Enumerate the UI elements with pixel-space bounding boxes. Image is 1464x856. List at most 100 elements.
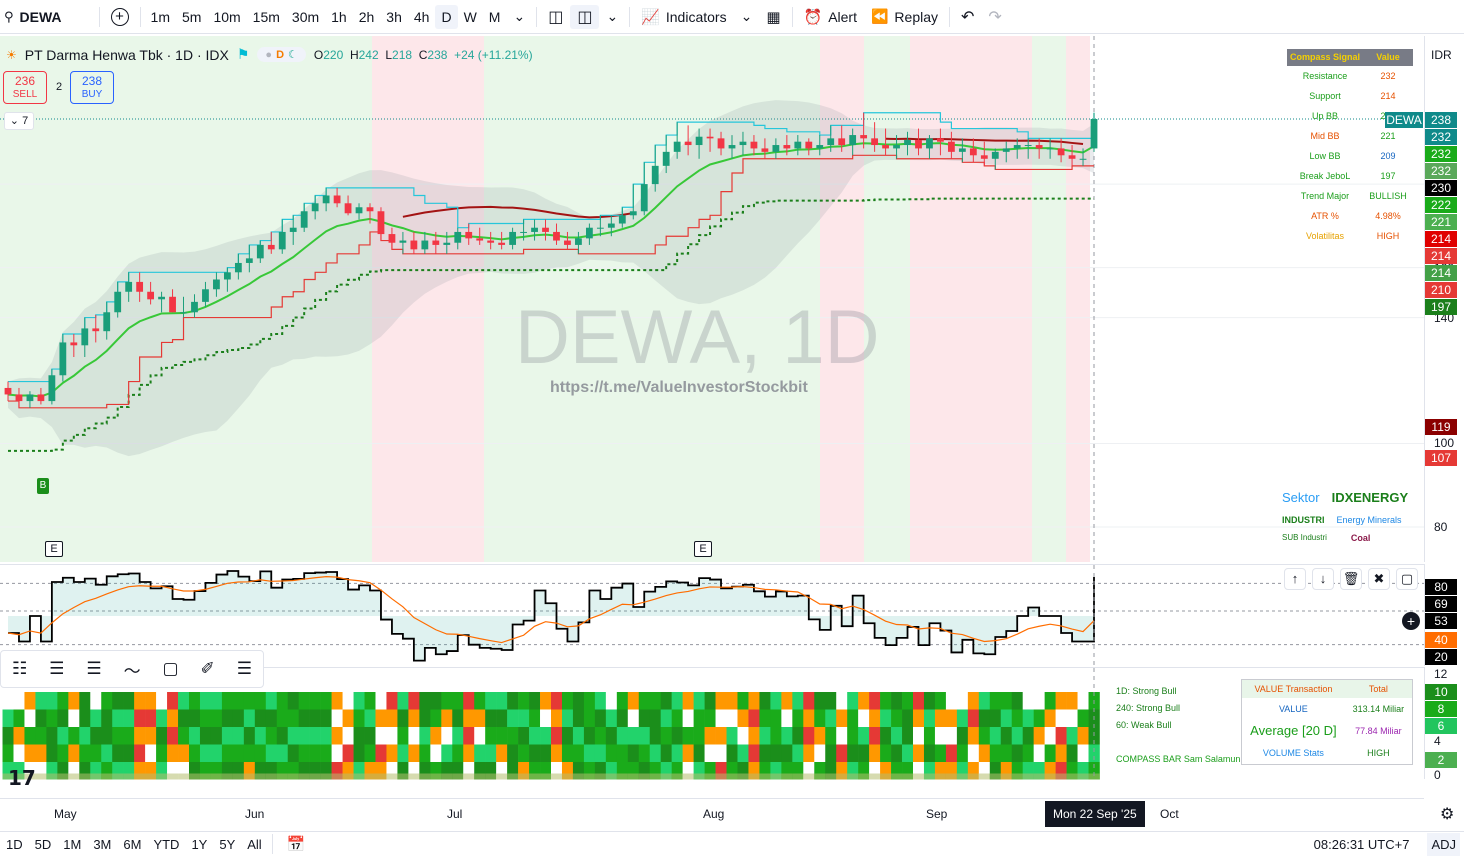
compass-cell (430, 744, 442, 762)
trend-lines-icon[interactable]: ☰ (49, 659, 65, 678)
month-label: Oct (1160, 807, 1179, 821)
delete-pane-button[interactable]: 🗑 (1340, 568, 1362, 590)
compass-cell (189, 727, 201, 745)
compass-volume-cell (649, 773, 661, 780)
interval-30m[interactable]: 30m (291, 8, 320, 25)
interval-2h[interactable]: 2h (358, 8, 375, 25)
compass-cell (902, 692, 914, 710)
price-tag: 214 (1425, 265, 1457, 281)
main-chart-pane[interactable]: DEWA, 1D https://t.me/ValueInvestorStock… (0, 36, 1424, 562)
range-3m[interactable]: 3M (93, 836, 112, 852)
candle-style-button[interactable]: ◫ (570, 4, 600, 29)
range-all[interactable]: All (247, 836, 262, 852)
calendar-icon[interactable]: 📅 (286, 836, 306, 853)
interval-1m[interactable]: 1m (150, 8, 170, 25)
compass-volume-cell (167, 773, 179, 780)
compass-cell (792, 709, 804, 727)
oscillator-axis[interactable]: 80 69 53 40 20 (1424, 564, 1464, 666)
interval-3h[interactable]: 3h (386, 8, 402, 25)
price-axis[interactable]: IDR 160140100802382322322322302222212142… (1424, 36, 1464, 562)
compass-bar-axis[interactable]: 12 10 8 6 4 2 0 (1424, 667, 1464, 782)
pattern-icon[interactable]: 〜 (123, 661, 141, 681)
symbol-search-button[interactable]: ⚲ DEWA (0, 0, 69, 34)
compass-cell (934, 762, 947, 780)
compass-cell (485, 744, 497, 762)
move-pane-down-button[interactable]: ↓ (1312, 568, 1334, 590)
redo-button[interactable]: ↷ (981, 0, 1008, 34)
compass-cell (989, 709, 1002, 727)
settings-gear-icon[interactable]: ⚙ (1440, 806, 1455, 823)
undo-button[interactable]: ↶ (954, 0, 981, 34)
chart-legend: ☀ PT Darma Henwa Tbk · 1D · IDX ⚑ ● D ☾ … (6, 46, 533, 63)
time-axis[interactable]: May Jun Jul Aug Sep Oct Mon 22 Sep '25 (0, 798, 1424, 828)
legend-status-pill[interactable]: ● D ☾ (257, 47, 306, 62)
compass-cell (880, 709, 892, 727)
fib-icon[interactable]: ☰ (86, 659, 102, 678)
interval-W[interactable]: W (463, 8, 477, 25)
compass-cell (1044, 762, 1056, 780)
range-6m[interactable]: 6M (123, 836, 142, 852)
compass-cell (682, 727, 694, 745)
bar-style-button[interactable]: ◫ (541, 0, 570, 34)
interval-1h[interactable]: 1h (331, 8, 347, 25)
interval-15m[interactable]: 15m (252, 8, 280, 25)
range-1d[interactable]: 1D (6, 836, 23, 852)
compass-cell (397, 692, 409, 710)
move-pane-up-button[interactable]: ↑ (1284, 568, 1306, 590)
interval-D[interactable]: D (435, 4, 458, 29)
compass-cell (836, 727, 848, 745)
range-5d[interactable]: 5D (34, 836, 52, 852)
compass-row-label: Low BB (1309, 151, 1341, 161)
tradingview-logo[interactable]: 17 (8, 766, 36, 790)
indicators-button[interactable]: 📈 Indicators (634, 0, 733, 34)
chart-title[interactable]: PT Darma Henwa Tbk · 1D · IDX (24, 46, 229, 63)
compare-symbol-button[interactable]: + (104, 0, 136, 34)
compass-bar-footer: COMPASS BAR Sam Salamun (1116, 754, 1241, 764)
layouts-button[interactable]: ▦ (759, 0, 787, 34)
compass-cell (430, 727, 442, 745)
indicators-dropdown[interactable]: ⌄ (734, 0, 760, 34)
volume-label: VOLUME Stats (1262, 748, 1324, 758)
compass-cell (1000, 692, 1013, 710)
crosshair-icon[interactable]: ☷ (11, 659, 28, 678)
oscillator-pane[interactable] (0, 564, 1424, 667)
interval-4h[interactable]: 4h (413, 8, 430, 25)
clock-display[interactable]: 08:26:31 UTC+7 (1313, 836, 1410, 852)
chart-type-dropdown[interactable]: ⌄ (599, 0, 625, 34)
adj-toggle[interactable]: ADJ (1427, 832, 1460, 856)
compass-volume-cell (759, 773, 771, 780)
compass-bar-pane[interactable] (0, 667, 1424, 780)
compass-cell (913, 727, 925, 745)
range-1m[interactable]: 1M (63, 836, 82, 852)
earnings-marker[interactable]: E (45, 541, 63, 557)
interval-10m[interactable]: 10m (213, 8, 241, 25)
compass-cell (178, 727, 190, 745)
compass-cell (276, 727, 289, 745)
range-5y[interactable]: 5Y (219, 836, 236, 852)
buy-button[interactable]: 238 BUY (70, 71, 114, 104)
indicators-collapse-toggle[interactable]: ⌄ 7 (4, 112, 34, 130)
alert-button[interactable]: ⏰ Alert (797, 0, 864, 34)
compass-cell (265, 692, 278, 710)
compass-cell (265, 709, 278, 727)
replay-button[interactable]: ⏪ Replay (864, 0, 945, 34)
earnings-marker[interactable]: E (694, 541, 712, 557)
candle-body (937, 138, 944, 142)
maximize-pane-button[interactable]: ▢ (1396, 568, 1418, 590)
currency-label[interactable]: IDR (1431, 48, 1452, 62)
compass-cell (726, 744, 738, 762)
brush-icon[interactable]: ✐ (200, 659, 215, 678)
interval-dropdown-button[interactable]: ⌄ (506, 0, 532, 34)
menu-icon[interactable]: ☰ (236, 659, 252, 678)
interval-M[interactable]: M (488, 8, 501, 25)
compass-cell (35, 762, 47, 780)
collapse-pane-button[interactable]: ✖ (1368, 568, 1390, 590)
compass-cell (123, 744, 135, 762)
range-ytd[interactable]: YTD (153, 836, 180, 852)
interval-5m[interactable]: 5m (181, 8, 202, 25)
add-pane-button[interactable]: + (1402, 612, 1420, 630)
rectangle-icon[interactable]: ▢ (162, 659, 179, 678)
range-1y[interactable]: 1Y (191, 836, 208, 852)
sell-button[interactable]: 236 SELL (3, 71, 47, 104)
oscillator-tag: 40 (1425, 632, 1457, 648)
